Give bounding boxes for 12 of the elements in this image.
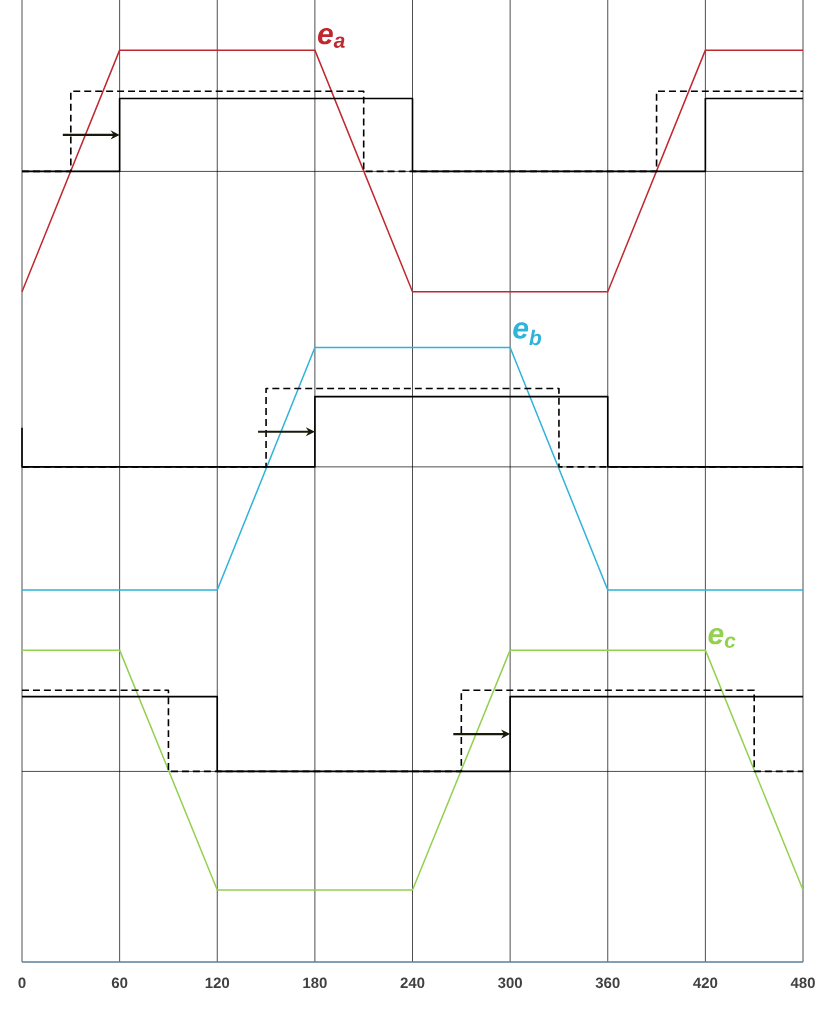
x-tick-label: 60	[111, 977, 128, 989]
x-tick-label: 240	[400, 977, 425, 989]
x-tick-label: 180	[303, 977, 327, 989]
x-tick-label: 480	[790, 977, 815, 989]
x-tick-label: 0	[18, 977, 26, 989]
x-tick-label: 300	[498, 977, 522, 989]
series-label: e$_{c}$	[708, 627, 736, 648]
series-label: e$_{a}$	[317, 27, 345, 48]
x-tick-label: 420	[693, 977, 718, 989]
series-label: e$_{b}$	[513, 322, 542, 346]
x-tick-label: 120	[205, 977, 230, 989]
x-tick-label: 360	[595, 977, 620, 989]
